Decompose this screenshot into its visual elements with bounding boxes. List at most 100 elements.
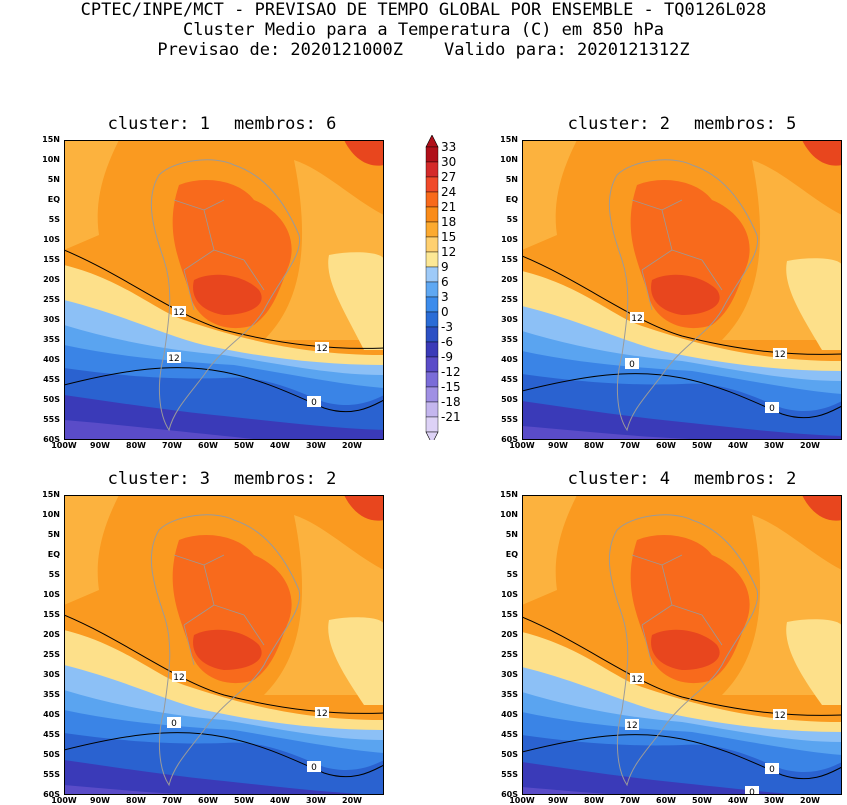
colorbar-segment — [425, 341, 439, 358]
lon-tick-label: 80W — [584, 441, 604, 450]
lon-tick-label: 80W — [584, 796, 604, 805]
lon-tick-label: 70W — [620, 441, 640, 450]
lon-tick-label: 100W — [509, 441, 535, 450]
lon-tick-label: 20W — [800, 441, 820, 450]
contour-label: 0 — [307, 396, 321, 408]
lat-tick-label: 50S — [43, 395, 60, 404]
lat-tick-label: 55S — [501, 770, 518, 779]
contour-label: 12 — [773, 348, 787, 360]
lat-tick-label: 10S — [43, 590, 60, 599]
lon-tick-label: 60W — [198, 441, 218, 450]
map-frame — [522, 495, 842, 795]
lon-tick-label: 50W — [234, 796, 254, 805]
colorbar-label: 3 — [441, 290, 449, 304]
svg-text:0: 0 — [629, 360, 635, 370]
lat-tick-label: 40S — [501, 355, 518, 364]
panel-title: cluster: 2 membros: 5 — [522, 114, 842, 134]
lon-tick-label: 100W — [509, 796, 535, 805]
band-m6-m3 — [64, 760, 384, 795]
lat-tick-label: 15S — [501, 255, 518, 264]
colorbar-label: -9 — [441, 350, 453, 364]
temperature-map: 12 12 0 0 — [522, 140, 842, 440]
lat-tick-label: EQ — [47, 195, 60, 204]
lat-tick-label: 45S — [501, 375, 518, 384]
lon-tick-label: 30W — [764, 441, 784, 450]
colorbar-segment — [425, 326, 439, 343]
band-12-15 — [64, 140, 119, 250]
lat-tick-label: 15N — [500, 490, 518, 499]
contour-label: 12 — [172, 671, 186, 683]
svg-text:0: 0 — [311, 763, 317, 773]
lat-tick-label: 60S — [501, 435, 518, 444]
warm-core-21-24 — [193, 629, 262, 670]
coastline — [150, 514, 301, 787]
svg-text:12: 12 — [626, 721, 637, 731]
colorbar-segment — [425, 176, 439, 193]
country-borders — [631, 554, 723, 666]
warm-core-21-24 — [651, 274, 720, 315]
coastline — [608, 514, 759, 787]
colorbar-label: 30 — [441, 155, 457, 169]
contour-label: 12 — [172, 306, 186, 318]
lon-tick-label: 40W — [728, 796, 748, 805]
colorbar-segment — [425, 251, 439, 268]
lon-tick-label: 80W — [126, 796, 146, 805]
lat-tick-label: 60S — [501, 790, 518, 799]
map-frame — [522, 140, 842, 440]
lon-tick-label: 30W — [306, 441, 326, 450]
country-borders — [173, 554, 265, 666]
lat-tick-label: EQ — [505, 550, 518, 559]
colorbar-segment — [425, 221, 439, 238]
colorbar-segment — [425, 386, 439, 403]
lat-tick-label: 25S — [43, 295, 60, 304]
panel-cluster-3: cluster: 3 membros: 2 12 12 0 0 15N 10N 5N EQ 5S… — [0, 465, 420, 805]
svg-text:0: 0 — [749, 788, 755, 795]
lat-tick-label: 45S — [501, 730, 518, 739]
contour-12 — [522, 616, 842, 716]
members-label: membros: 6 — [234, 114, 337, 134]
lon-tick-label: 40W — [270, 796, 290, 805]
lat-tick-label: 35S — [43, 690, 60, 699]
country-borders — [173, 199, 265, 311]
svg-text:12: 12 — [168, 354, 179, 364]
lat-tick-label: 45S — [43, 730, 60, 739]
cluster-label: cluster: 3 — [107, 469, 210, 489]
lat-tick-label: 30S — [501, 670, 518, 679]
lon-tick-label: 40W — [270, 441, 290, 450]
cluster-label: cluster: 2 — [567, 114, 670, 134]
lat-tick-label: EQ — [47, 550, 60, 559]
band-9-12 — [328, 617, 384, 705]
lon-tick-label: 70W — [162, 796, 182, 805]
lat-tick-label: 30S — [43, 315, 60, 324]
colorbar-label: 0 — [441, 305, 449, 319]
forecast-date: Previsao de: 2020121000Z — [157, 40, 404, 60]
colorbar-segment — [425, 356, 439, 373]
lat-tick-label: 20S — [501, 630, 518, 639]
colorbar-label: -6 — [441, 335, 453, 349]
band-m6-m3 — [522, 762, 842, 795]
lat-tick-label: 40S — [501, 710, 518, 719]
lon-tick-label: 40W — [728, 441, 748, 450]
lat-tick-label: 20S — [43, 630, 60, 639]
lon-tick-label: 90W — [90, 441, 110, 450]
svg-text:0: 0 — [769, 404, 775, 414]
lat-tick-label: 50S — [501, 750, 518, 759]
lon-tick-label: 90W — [548, 796, 568, 805]
members-label: membros: 2 — [234, 469, 337, 489]
colorbar-segment — [425, 161, 439, 178]
members-label: membros: 5 — [694, 114, 797, 134]
lat-tick-label: 5N — [505, 175, 518, 184]
warm-core-21-24 — [651, 629, 720, 670]
lon-tick-label: 70W — [162, 441, 182, 450]
lat-tick-label: 35S — [501, 335, 518, 344]
lat-tick-label: 5S — [506, 215, 518, 224]
colorbar: 33 30 27 24 21 18 15 12 9 6 3 0 -3 -6 -9 -12 -15 -18 -21 — [420, 135, 480, 440]
chart-header: CPTEC/INPE/MCT - PREVISAO DE TEMPO GLOBA… — [0, 0, 847, 60]
lat-tick-label: 5N — [505, 530, 518, 539]
colorbar-label: 24 — [441, 185, 457, 199]
lat-tick-label: 35S — [43, 335, 60, 344]
lon-tick-label: 20W — [800, 796, 820, 805]
header-subtitle: Cluster Medio para a Temperatura (C) em … — [182, 20, 665, 40]
contour-label: 12 — [630, 673, 644, 685]
warm-core-21-24 — [193, 274, 262, 315]
